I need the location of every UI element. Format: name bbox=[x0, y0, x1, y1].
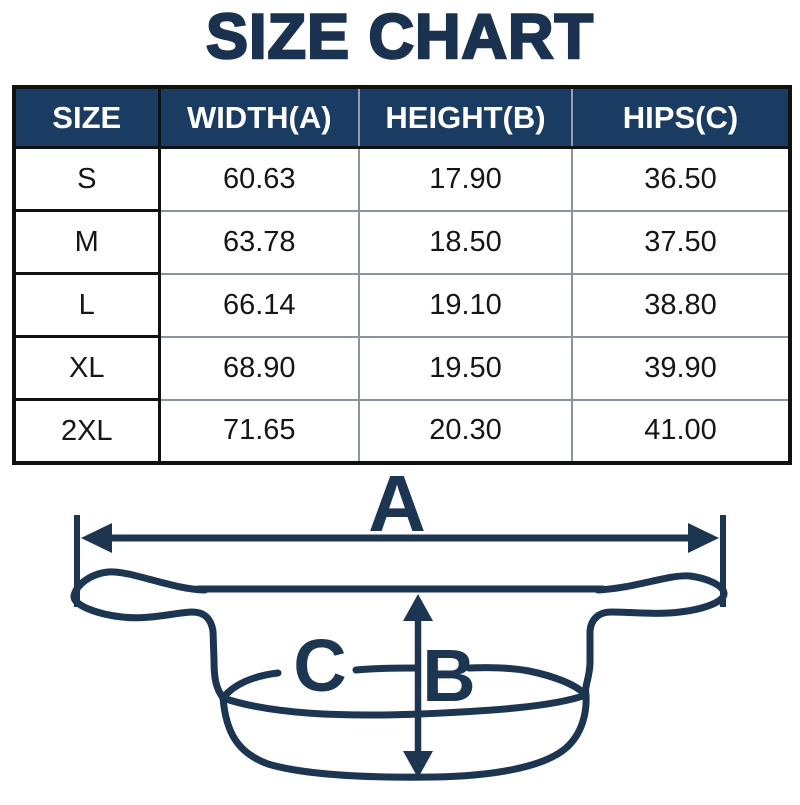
size-cell: 2XL bbox=[12, 398, 161, 465]
height-arrowhead-up-icon bbox=[403, 594, 433, 621]
garment-left-loop bbox=[70, 568, 227, 702]
hips-ellipse-top-right-arc bbox=[465, 664, 590, 699]
hips-ellipse-top-left-arc bbox=[219, 669, 282, 702]
width-arrowhead-left-icon bbox=[81, 523, 112, 553]
height-label-b: B bbox=[422, 634, 475, 717]
hips-label-c: C bbox=[293, 624, 346, 707]
value-cell: 17.90 bbox=[358, 146, 573, 212]
garment-right-loop bbox=[582, 572, 728, 699]
height-arrowhead-down-icon bbox=[403, 751, 433, 778]
table-row: S 60.63 17.90 36.50 bbox=[12, 146, 791, 212]
size-table-header: SIZE WIDTH(A) HEIGHT(B) HIPS(C) bbox=[12, 85, 790, 149]
header-width: WIDTH(A) bbox=[158, 87, 359, 149]
table-row: XL 68.90 19.50 39.90 bbox=[12, 335, 791, 401]
value-cell: 63.78 bbox=[158, 209, 360, 275]
garment-pouch-outline bbox=[219, 691, 590, 781]
table-row: M 63.78 18.50 37.50 bbox=[12, 209, 791, 275]
header-size: SIZE bbox=[12, 85, 161, 149]
page-title: SIZE CHART bbox=[205, 2, 595, 72]
value-cell: 19.10 bbox=[358, 272, 573, 338]
value-cell: 18.50 bbox=[358, 209, 573, 275]
hips-ellipse-top-mid-line bbox=[352, 664, 421, 674]
value-cell: 41.00 bbox=[571, 398, 791, 464]
value-cell: 38.80 bbox=[571, 272, 791, 338]
value-cell: 66.14 bbox=[158, 272, 360, 338]
size-table-body: S 60.63 17.90 36.50 M 63.78 18.50 37.50 L 66.14 19… bbox=[12, 146, 791, 465]
value-cell: 60.63 bbox=[158, 146, 360, 212]
value-cell: 36.50 bbox=[571, 146, 791, 212]
header-row: SIZE WIDTH(A) HEIGHT(B) HIPS(C) bbox=[12, 85, 790, 149]
value-cell: 19.50 bbox=[358, 335, 573, 401]
value-cell: 20.30 bbox=[358, 398, 573, 464]
table-row: 2XL 71.65 20.30 41.00 bbox=[12, 398, 791, 465]
value-cell: 71.65 bbox=[158, 398, 360, 464]
value-cell: 68.90 bbox=[158, 335, 360, 401]
header-hips: HIPS(C) bbox=[571, 87, 790, 149]
size-table: SIZE WIDTH(A) HEIGHT(B) HIPS(C) S 60.63 17… bbox=[12, 85, 792, 465]
size-cell: XL bbox=[12, 335, 161, 401]
size-cell: M bbox=[12, 209, 161, 275]
size-cell: S bbox=[12, 146, 161, 212]
value-cell: 39.90 bbox=[571, 335, 791, 401]
garment-diagram-svg: A C B bbox=[70, 459, 728, 781]
header-height: HEIGHT(B) bbox=[358, 87, 572, 149]
hips-ellipse-bottom-arc bbox=[219, 691, 590, 719]
size-cell: L bbox=[12, 272, 161, 338]
width-arrowhead-right-icon bbox=[688, 523, 719, 553]
garment-diagram: A C B bbox=[0, 455, 800, 800]
width-label-a: A bbox=[368, 459, 426, 548]
table-row: L 66.14 19.10 38.80 bbox=[12, 272, 791, 338]
value-cell: 37.50 bbox=[571, 209, 791, 275]
